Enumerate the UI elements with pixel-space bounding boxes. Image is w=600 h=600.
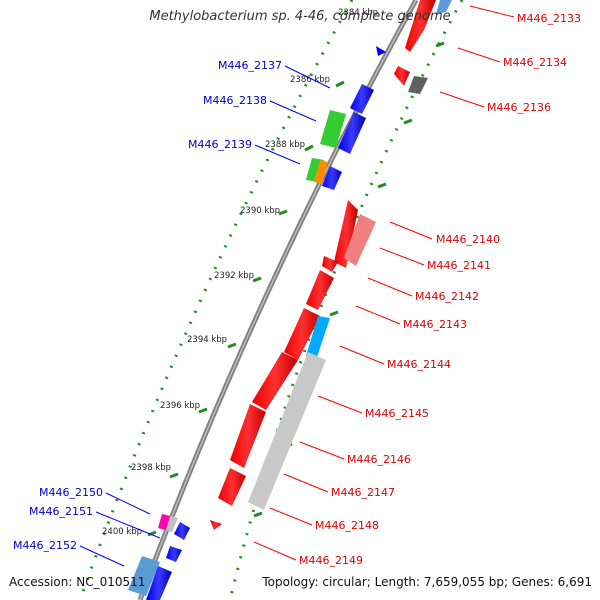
genome-backbone [137,0,419,600]
gene-label-plus[interactable]: M446_2141 [427,259,491,272]
minus-leader-lines [79,65,331,567]
gene-2147-gray [248,352,326,510]
gene-2150-gray [166,516,178,532]
minus-strand-genes [128,46,386,600]
gene-2137-shape [350,84,374,114]
genome-backbone-highlight [139,0,417,600]
gene-2141-shape [344,214,376,266]
gene-label-minus[interactable]: M446_2151 [29,505,93,518]
gene-2139-orange [314,160,328,184]
plus-labels: M446_2133 M446_2134 M446_2136 M446_2140 … [299,12,581,567]
gene-label-minus[interactable]: M446_2152 [13,539,77,552]
gene-2138-blue [338,112,366,154]
scale-label: 2390 kbp [240,206,280,216]
gene-2146-shape [230,404,266,468]
gene-2152-lightblue [128,556,160,596]
gene-label-plus[interactable]: M446_2148 [315,519,379,532]
gene-2150-magenta [158,514,170,530]
gene-label-minus[interactable]: M446_2150 [39,486,103,499]
gene-2143-shape [306,270,334,310]
gene-label-plus[interactable]: M446_2145 [365,407,429,420]
plus-leader-lines [253,5,515,561]
gene-2144-cyan [306,316,330,360]
scale-label: 2388 kbp [265,140,305,150]
gene-label-plus[interactable]: M446_2133 [517,12,581,25]
gene-2148-shape [218,468,246,506]
gene-2139-blue [322,166,342,190]
gene-2151-blue [166,546,182,562]
scale-ticks [147,80,345,537]
gene-label-plus[interactable]: M446_2146 [347,453,411,466]
gene-2150-blue [174,522,190,540]
scale-label: 2400 kbp [102,527,142,537]
gene-2133-shape [405,0,436,52]
gene-label-minus[interactable]: M446_2137 [218,59,282,72]
accession-text: Accession: NC_010511 [9,575,146,589]
gene-2134-shape [394,66,410,86]
scale-label: 2398 kbp [131,463,171,473]
gene-small-blue [376,46,386,56]
gene-label-plus[interactable]: M446_2140 [436,233,500,246]
scale-label: 2384 kbp [338,8,378,18]
gene-2149-shape [210,520,222,530]
gene-2145-shape [252,352,298,410]
gene-label-plus[interactable]: M446_2142 [415,290,479,303]
scale-label: 2394 kbp [187,335,227,345]
gene-2138-green [320,110,346,148]
gene-label-plus[interactable]: M446_2134 [503,56,567,69]
gene-2133-neighbor [436,0,452,14]
map-title: Methylobacterium sp. 4-46, complete geno… [149,9,451,24]
scale-labels: 2384 kbp 2386 kbp 2388 kbp 2390 kbp 2392… [102,8,378,537]
gene-2152-blue [146,566,172,600]
scale-label: 2386 kbp [290,75,330,85]
minus-labels: M446_2137 M446_2138 M446_2139 M446_2150 … [13,59,282,552]
gene-label-plus[interactable]: M446_2136 [487,101,551,114]
gene-label-plus[interactable]: M446_2144 [387,358,451,371]
gene-label-minus[interactable]: M446_2139 [188,138,252,151]
topology-text: Topology: circular; Length: 7,659,055 bp… [262,575,592,589]
gene-label-plus[interactable]: M446_2143 [403,318,467,331]
gene-2142-shape [322,256,338,272]
plus-strand-genes [210,0,452,530]
gene-2144-shape [284,308,320,360]
gene-label-plus[interactable]: M446_2149 [299,554,363,567]
gene-2140-shape [334,200,358,268]
scale-label: 2396 kbp [160,401,200,411]
gene-2136-shape [408,76,428,94]
scale-label: 2392 kbp [214,271,254,281]
gene-label-minus[interactable]: M446_2138 [203,94,267,107]
gene-label-plus[interactable]: M446_2147 [331,486,395,499]
